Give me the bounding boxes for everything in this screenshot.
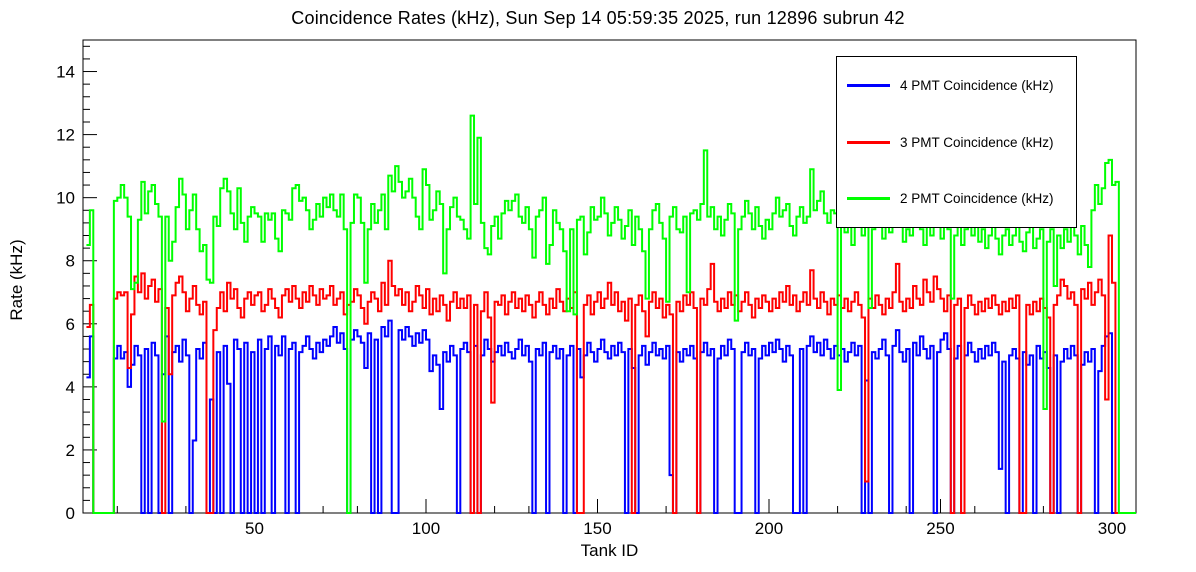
series-2pmt-histogram <box>86 114 1136 514</box>
y-tick-label: 12 <box>56 126 75 145</box>
legend-label-4pmt: 4 PMT Coincidence (kHz) <box>900 77 1054 93</box>
legend: 4 PMT Coincidence (kHz) 3 PMT Coincidenc… <box>836 56 1077 228</box>
legend-label-3pmt: 3 PMT Coincidence (kHz) <box>900 134 1054 150</box>
x-axis-title: Tank ID <box>581 541 639 560</box>
y-tick-label: 2 <box>66 441 75 460</box>
series-3pmt-histogram <box>86 234 1136 514</box>
legend-line-sample-4pmt-icon <box>847 83 890 87</box>
legend-label-2pmt: 2 PMT Coincidence (kHz) <box>900 191 1054 207</box>
legend-item-3pmt: 3 PMT Coincidence (kHz) <box>837 114 1076 171</box>
x-tick-label: 50 <box>245 519 264 538</box>
x-tick-label: 100 <box>412 519 440 538</box>
legend-line-sample-3pmt-icon <box>847 140 890 144</box>
x-tick-label: 300 <box>1098 519 1126 538</box>
x-tick-label: 200 <box>755 519 783 538</box>
x-tick-label: 150 <box>583 519 611 538</box>
y-axis-title: Rate (kHz) <box>7 239 26 320</box>
x-tick-label: 250 <box>926 519 954 538</box>
legend-item-4pmt: 4 PMT Coincidence (kHz) <box>837 57 1076 114</box>
plot-frame <box>82 39 1137 514</box>
y-tick-label: 0 <box>66 504 75 523</box>
legend-item-2pmt: 2 PMT Coincidence (kHz) <box>837 170 1076 227</box>
y-tick-label: 10 <box>56 189 75 208</box>
legend-line-sample-2pmt-icon <box>847 197 890 201</box>
y-tick-label: 4 <box>66 378 75 397</box>
y-tick-label: 8 <box>66 252 75 271</box>
y-tick-label: 6 <box>66 315 75 334</box>
y-tick-label: 14 <box>56 63 75 82</box>
chart-title: Coincidence Rates (kHz), Sun Sep 14 05:5… <box>291 8 905 28</box>
series-4pmt-histogram <box>86 319 1136 514</box>
